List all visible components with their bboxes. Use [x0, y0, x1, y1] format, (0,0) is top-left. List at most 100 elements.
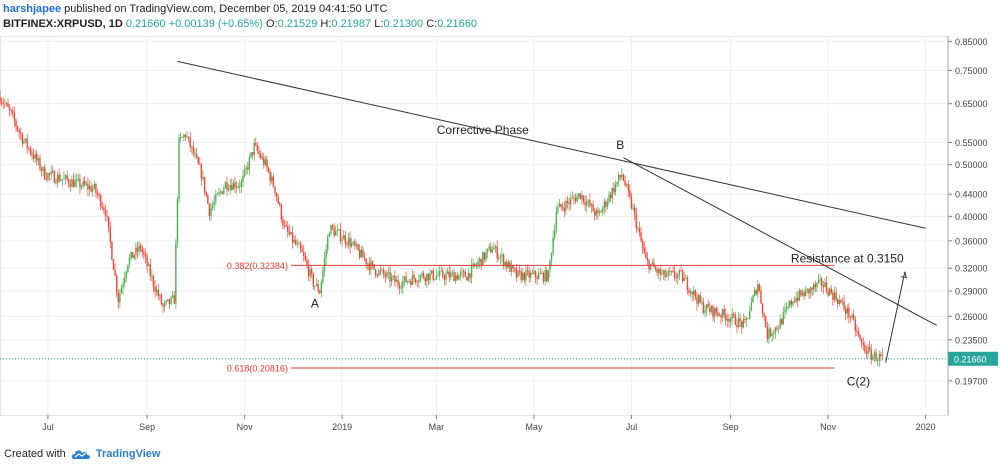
x-tick-label: Nov — [237, 422, 254, 432]
last-price: 0.21660 — [125, 18, 166, 30]
candle-body — [496, 246, 498, 259]
candle-body — [443, 276, 446, 280]
price-chart[interactable]: 0.382(0.32384) 0.618(0.20816) Corrective P… — [0, 0, 1000, 445]
candle-body — [608, 194, 610, 203]
candle-body — [554, 229, 556, 238]
candle-body — [675, 277, 677, 279]
candle-body — [757, 284, 759, 295]
candle-body — [595, 210, 597, 216]
candle-body — [717, 312, 719, 316]
candle-body — [263, 157, 265, 165]
candle-body — [827, 291, 829, 296]
candle-body — [485, 252, 487, 260]
candle-body — [470, 264, 473, 278]
candle-body — [251, 152, 254, 155]
candle-body — [530, 272, 532, 278]
candle-body — [79, 178, 81, 188]
low-label: L: — [374, 18, 384, 30]
candle-body — [776, 327, 778, 330]
candle-body — [100, 195, 102, 207]
candle-body — [843, 301, 845, 309]
candle-body — [576, 196, 578, 202]
close-value: 0.21660 — [437, 18, 477, 30]
candle-body — [565, 200, 567, 211]
candle-body — [90, 185, 92, 192]
candle-body — [725, 314, 727, 321]
candle-body — [186, 136, 188, 138]
candle-body — [753, 290, 756, 296]
candle-body — [389, 272, 391, 282]
candle-body — [155, 289, 158, 292]
candle-body — [44, 167, 46, 180]
candle-body — [394, 275, 396, 282]
candle-body — [290, 231, 292, 235]
candle-body — [709, 307, 711, 312]
candle-body — [525, 270, 527, 281]
candle-body — [737, 317, 740, 328]
candle-body — [103, 207, 105, 211]
candle-body — [61, 179, 64, 180]
candle-body — [801, 292, 804, 296]
candle-body — [600, 211, 602, 213]
annotation-label: B — [616, 138, 624, 152]
candle-body — [544, 269, 546, 282]
candle-body — [619, 174, 621, 177]
candle-body — [733, 313, 735, 316]
candle-body — [849, 317, 852, 319]
candle-body — [52, 171, 54, 173]
candle-body — [240, 181, 243, 187]
candle-body — [344, 235, 347, 244]
x-tick-label: 2020 — [916, 422, 936, 432]
candle-body — [331, 225, 334, 229]
candle-body — [752, 295, 754, 303]
candle-body — [857, 331, 860, 335]
candle-body — [478, 258, 481, 263]
candle-body — [643, 247, 645, 253]
candle-body — [792, 301, 794, 305]
candle-body — [448, 271, 450, 278]
candle-body — [119, 293, 121, 303]
candle-body — [122, 283, 124, 288]
candle-body — [296, 243, 299, 245]
candle-body — [125, 271, 127, 278]
candle-body — [728, 318, 730, 322]
candle-body — [590, 204, 593, 207]
candle-body — [552, 237, 554, 254]
candle-body — [434, 279, 436, 280]
candle-body — [880, 354, 882, 357]
candle-body — [267, 167, 270, 172]
candle-body — [232, 182, 235, 190]
candle-body — [224, 182, 227, 189]
candle-body — [207, 195, 209, 204]
candle-body — [264, 159, 267, 165]
candle-body — [483, 252, 486, 260]
candle-body — [789, 300, 791, 307]
candle-body — [338, 229, 340, 231]
candle-body — [629, 190, 631, 197]
candle-body — [376, 274, 378, 276]
candle-body — [39, 158, 41, 169]
candle-body — [741, 321, 743, 328]
candle-body — [731, 313, 733, 319]
candle-body — [378, 270, 380, 276]
author-link[interactable]: harshjapee — [3, 3, 62, 15]
candle-body — [805, 289, 807, 297]
candle-body — [170, 297, 172, 304]
candle-body — [95, 183, 97, 193]
symbol-label: BITFINEX:XRPUSD, 1D — [3, 18, 123, 30]
tradingview-brand[interactable]: TradingView — [95, 448, 161, 460]
candle-body — [881, 354, 884, 357]
candle-body — [651, 262, 653, 265]
close-label: C: — [426, 18, 438, 30]
candle-body — [493, 248, 495, 250]
candle-body — [691, 291, 693, 295]
candle-body — [755, 290, 757, 295]
candle-body — [744, 319, 746, 321]
candle-body — [458, 275, 460, 280]
candle-body — [813, 284, 815, 290]
candle-body — [654, 267, 657, 270]
candle-body — [253, 143, 255, 155]
candle-body — [261, 157, 263, 159]
candle-body — [854, 319, 856, 331]
candle-body — [371, 261, 374, 265]
